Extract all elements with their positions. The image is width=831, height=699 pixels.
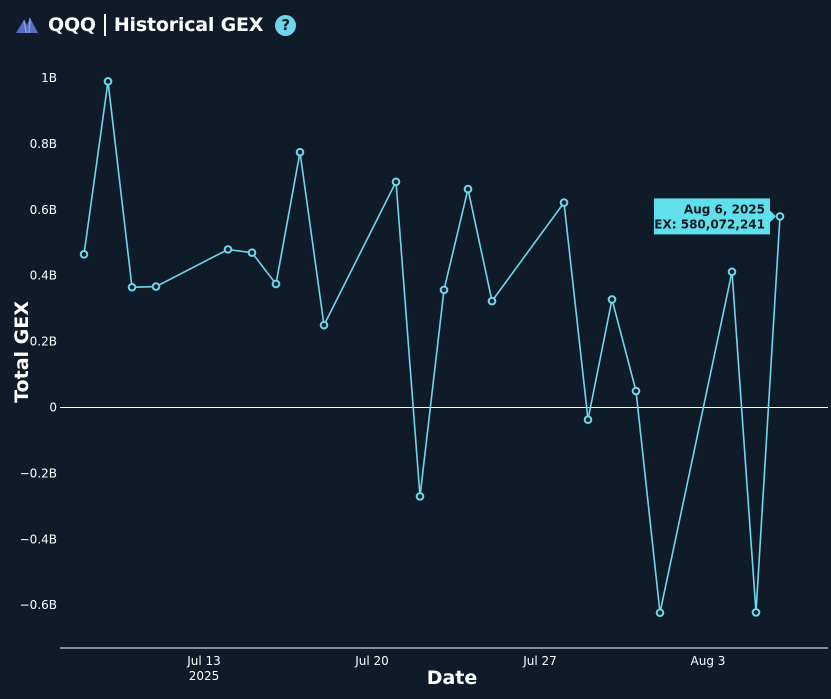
x-tick-sublabel: 2025 <box>189 669 220 683</box>
x-tick-label: Aug 3 <box>691 654 726 668</box>
y-axis-ticks: 1B 0.8B 0.6B 0.4B 0.2B 0 −0.2B −0.4B −0.6B <box>20 71 57 612</box>
data-point <box>583 415 593 424</box>
tooltip-pointer <box>770 210 776 223</box>
gex-markers <box>79 77 785 618</box>
title-divider <box>103 14 106 36</box>
y-tick-label: 0 <box>49 401 57 415</box>
y-tick-label: −0.6B <box>20 598 57 612</box>
gex-series-line <box>83 81 781 613</box>
x-tick-label: Jul 20 <box>354 654 389 668</box>
logo-icon <box>16 17 38 34</box>
data-point <box>391 177 401 187</box>
data-point <box>151 282 161 291</box>
data-point <box>751 608 761 617</box>
data-point <box>79 250 89 259</box>
data-point <box>775 212 785 221</box>
tooltip-value: GEX: 580,072,241 <box>644 217 765 231</box>
data-point <box>271 279 281 289</box>
data-point <box>607 295 617 304</box>
help-icon[interactable]: ? <box>275 14 297 36</box>
data-point <box>439 285 449 295</box>
tooltip-box <box>654 198 770 235</box>
chart-header: QQQ Historical GEX ? <box>14 10 297 40</box>
y-tick-label: 1B <box>41 71 57 85</box>
data-point <box>631 386 641 396</box>
x-tick-label: Jul 13 <box>186 654 221 668</box>
y-tick-label: 0.6B <box>30 203 57 217</box>
data-point <box>559 198 569 207</box>
tooltip-date: Aug 6, 2025 <box>684 202 765 216</box>
data-point <box>247 248 257 257</box>
data-point <box>103 77 113 86</box>
data-point <box>127 282 137 292</box>
y-tick-label: 0.8B <box>30 137 57 151</box>
y-tick-label: 0.2B <box>30 335 57 349</box>
data-point <box>487 296 497 306</box>
data-point <box>295 147 305 157</box>
ticker-label: QQQ <box>48 14 96 36</box>
y-axis-title: Total GEX <box>11 301 33 403</box>
y-tick-label: 0.4B <box>30 269 57 283</box>
x-axis-title: Date <box>427 667 478 689</box>
data-point <box>415 492 425 501</box>
y-tick-label: −0.2B <box>20 466 57 480</box>
data-point <box>223 245 233 254</box>
x-tick-label: Jul 27 <box>522 654 557 668</box>
data-point <box>655 608 665 618</box>
data-point <box>463 184 473 194</box>
data-point <box>727 267 737 277</box>
y-tick-label: −0.4B <box>20 532 57 546</box>
title-label: Historical GEX <box>113 14 264 36</box>
page-title: QQQ Historical GEX <box>48 14 263 36</box>
data-point <box>319 320 329 330</box>
